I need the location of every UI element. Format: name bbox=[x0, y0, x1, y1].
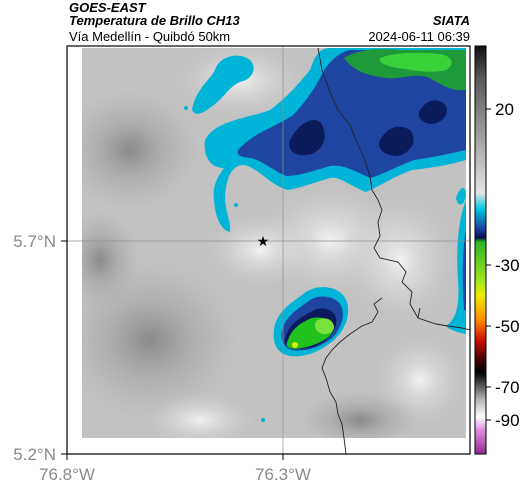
x-tick-label: 76.8°W bbox=[39, 465, 95, 484]
y-tick-label: 5.7°N bbox=[13, 232, 56, 251]
colorbar-ramp bbox=[474, 45, 487, 455]
timestamp: 2024-06-11 06:39 bbox=[368, 29, 470, 44]
brand-label: SIATA bbox=[432, 13, 470, 28]
region-label: Vía Medellín - Quibdó 50km bbox=[69, 29, 231, 44]
cloud-east-cyan bbox=[446, 200, 466, 334]
colorbar-tick-label: -70 bbox=[495, 378, 520, 397]
product-title: Temperatura de Brillo CH13 bbox=[69, 13, 240, 28]
boundary-south bbox=[321, 297, 383, 454]
colorbar-tick-label: 20 bbox=[495, 100, 514, 119]
map-frame bbox=[66, 45, 471, 455]
brightness-temperature-field bbox=[67, 46, 470, 454]
colorbar-tick-label: -90 bbox=[495, 411, 520, 430]
colorbar-tick-label: -50 bbox=[495, 317, 520, 336]
agency-title: GOES-EAST bbox=[69, 0, 146, 15]
cloud-top-cyan-west bbox=[192, 55, 254, 114]
location-star-icon: ★ bbox=[257, 234, 270, 250]
colorbar: 20 -30 -50 -70 -90 bbox=[474, 45, 520, 455]
x-tick-label: 76.3°W bbox=[255, 465, 311, 484]
y-tick-label: 5.2°N bbox=[13, 445, 56, 464]
colorbar-tick-label: -30 bbox=[495, 256, 520, 275]
